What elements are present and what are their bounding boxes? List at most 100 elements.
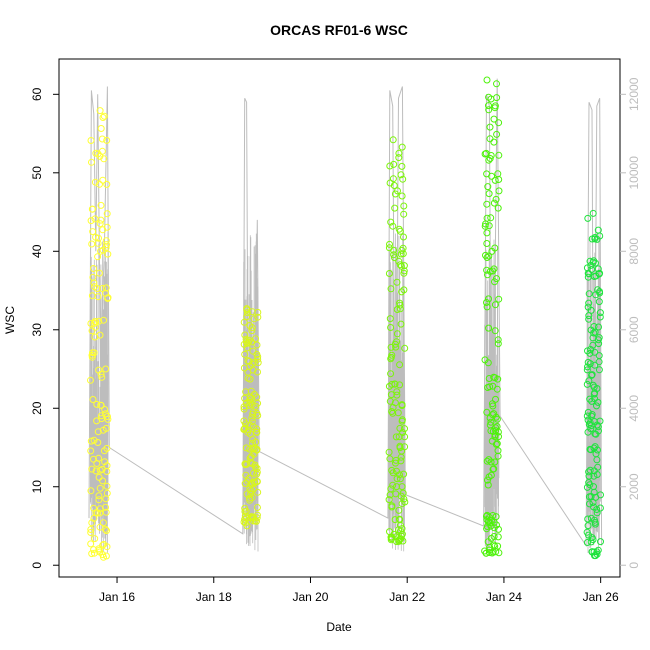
data-point <box>584 214 592 222</box>
data-point <box>87 320 95 327</box>
data-point <box>97 125 105 132</box>
data-point <box>483 200 491 208</box>
data-point <box>387 533 395 541</box>
data-point <box>483 240 491 247</box>
data-point <box>591 259 599 267</box>
data-point <box>385 496 393 504</box>
data-point <box>400 262 408 270</box>
data-point <box>88 205 96 213</box>
data-point <box>588 548 596 556</box>
data-point <box>389 175 397 183</box>
data-point <box>102 289 109 297</box>
data-point <box>87 447 95 455</box>
data-point <box>401 425 408 433</box>
data-point <box>495 295 503 303</box>
data-point <box>589 334 597 342</box>
data-point <box>484 359 492 367</box>
data-point <box>493 440 501 448</box>
data-point <box>595 270 603 278</box>
data-point <box>401 498 409 506</box>
data-point <box>584 363 591 371</box>
data-point <box>397 262 405 270</box>
data-point <box>482 220 489 228</box>
data-point <box>391 399 399 407</box>
data-point <box>397 535 405 543</box>
data-point <box>398 143 406 151</box>
data-point <box>103 462 111 470</box>
data-point <box>591 516 598 524</box>
data-point <box>388 408 396 415</box>
data-point <box>386 455 394 463</box>
data-point <box>399 429 407 436</box>
data-point <box>494 533 502 541</box>
data-point <box>386 162 394 170</box>
data-point <box>488 172 496 180</box>
flight-5-points <box>583 209 604 560</box>
data-point <box>596 313 604 321</box>
data-point <box>88 327 96 335</box>
y-tick-label: 10 <box>30 480 44 494</box>
y-tick-label: 30 <box>30 323 44 337</box>
data-point <box>397 320 405 328</box>
data-point <box>90 504 98 512</box>
data-point <box>389 481 397 489</box>
data-point <box>246 362 254 370</box>
data-point <box>390 160 398 168</box>
flight-2-points <box>240 305 262 530</box>
data-point <box>244 374 252 382</box>
data-point <box>391 190 399 198</box>
data-point <box>398 246 406 254</box>
data-point <box>486 383 494 391</box>
data-point <box>493 423 501 430</box>
data-point <box>589 341 597 349</box>
data-point <box>396 361 404 369</box>
x-tick-label: Jan 22 <box>389 590 425 604</box>
data-point <box>396 299 404 307</box>
data-point <box>248 327 256 335</box>
data-point <box>254 488 262 496</box>
data-point <box>94 253 102 261</box>
data-point <box>584 358 592 366</box>
data-point <box>486 543 494 551</box>
data-point <box>597 538 604 546</box>
data-point <box>400 233 407 241</box>
x-tick-label: Jan 20 <box>292 590 328 604</box>
data-point <box>593 506 601 513</box>
data-point <box>387 355 395 363</box>
data-point <box>400 269 408 277</box>
data-point <box>99 114 107 121</box>
altitude-line <box>88 78 603 548</box>
data-point <box>90 455 97 463</box>
data-point <box>393 391 401 399</box>
data-point <box>584 273 592 281</box>
data-point <box>97 370 105 378</box>
data-point <box>89 228 97 236</box>
data-point <box>98 373 106 381</box>
data-point <box>483 229 491 237</box>
data-point <box>398 416 406 424</box>
data-point <box>401 443 409 451</box>
data-point <box>492 513 500 521</box>
data-point <box>94 439 102 446</box>
data-point <box>92 467 100 475</box>
data-point <box>494 340 502 348</box>
y2-axis-altitude: 0 2000 4000 6000 8000 10000 12000 <box>620 77 641 569</box>
data-point <box>389 469 397 477</box>
data-point <box>586 445 594 453</box>
data-point <box>395 149 403 157</box>
data-point <box>250 315 258 323</box>
data-point <box>96 220 104 228</box>
data-point <box>241 350 249 358</box>
data-point <box>102 237 110 245</box>
data-point <box>99 477 107 485</box>
data-point <box>593 471 601 478</box>
data-point <box>96 523 104 531</box>
data-point <box>241 515 249 523</box>
data-point <box>494 336 502 344</box>
x-axis-label: Date <box>326 620 352 634</box>
data-point <box>585 377 593 385</box>
data-point <box>99 519 107 527</box>
data-point <box>240 405 248 413</box>
y2-tick-label: 10000 <box>627 156 641 190</box>
